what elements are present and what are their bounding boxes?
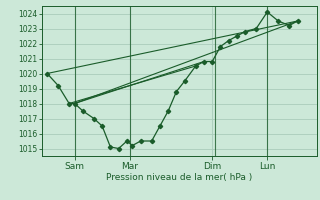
X-axis label: Pression niveau de la mer( hPa ): Pression niveau de la mer( hPa ) (106, 173, 252, 182)
